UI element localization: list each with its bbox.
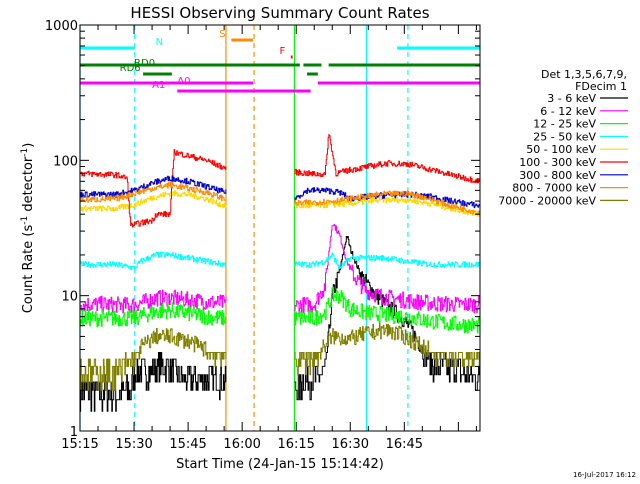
flag-bar-rd0: RD0: [80, 58, 480, 69]
series-50-100-kev: [80, 190, 480, 217]
legend-label: 6 - 12 keV: [540, 105, 596, 118]
series-line: [294, 224, 480, 314]
series-6-12-kev: [80, 224, 480, 314]
series-line: [80, 328, 227, 391]
legend-header-line: FDecim 1: [575, 80, 627, 93]
series-7000-20000-kev: [80, 322, 480, 391]
series-line: [80, 181, 227, 203]
legend-label: 3 - 6 keV: [547, 92, 596, 105]
series-12-25-kev: [80, 287, 480, 334]
flag-bar-n: N: [80, 37, 480, 50]
x-axis-label: Start Time (24-Jan-15 15:14:42): [176, 457, 384, 472]
flag-bar-a0: A0: [80, 76, 480, 87]
legend-header-line: Det 1,3,5,6,7,9,: [541, 68, 627, 81]
series-line: [80, 251, 227, 270]
x-tick-label: 15:45: [169, 437, 206, 452]
plot-frame: [79, 24, 481, 432]
flag-bar-label: S: [219, 29, 225, 40]
series-line: [80, 175, 227, 198]
series-line: [80, 190, 227, 212]
x-axis: 15:15 15:30 15:45 16:00 16:15 16:30 16:45: [61, 25, 477, 452]
flag-bar-s: S: [219, 29, 253, 42]
legend-label: 7000 - 20000 keV: [498, 194, 596, 207]
flag-bar-label: A0: [177, 76, 190, 87]
legend-label: 100 - 300 keV: [519, 156, 596, 169]
x-tick-label: 15:30: [115, 437, 152, 452]
legend-label: 12 - 25 keV: [533, 118, 596, 131]
series-line: [80, 352, 227, 412]
y-tick-label: 100: [53, 154, 78, 169]
series-line: [294, 252, 480, 269]
series-line: [80, 289, 227, 314]
y-axis-label-sup2: -1: [20, 148, 30, 157]
flag-bar-label: A1: [152, 80, 165, 91]
y-tick-label: 1000: [45, 19, 78, 34]
x-tick-label: 16:45: [386, 437, 423, 452]
x-tick-label: 16:00: [223, 437, 260, 452]
x-tick-label: 15:15: [61, 437, 98, 452]
series-line: [294, 322, 480, 376]
series-line: [294, 287, 480, 334]
flag-bar-rd6: RD6: [120, 63, 318, 76]
y-tick-label: 1: [70, 425, 78, 440]
series-800-7000-kev: [80, 181, 480, 215]
y-axis-label-main: Count Rate (s: [21, 225, 36, 314]
flag-bar-a1: A1: [152, 80, 311, 93]
series-100-300-kev: [80, 134, 480, 228]
legend-label: 50 - 100 keV: [526, 143, 596, 156]
series-line: [294, 196, 480, 217]
legend-label: 300 - 800 keV: [519, 169, 596, 182]
series-25-50-kev: [80, 251, 480, 270]
series-line: [80, 302, 227, 328]
x-tick-label: 16:30: [332, 437, 369, 452]
series-line: [294, 134, 480, 184]
date-stamp: 16-Jul-2017 16:12: [573, 471, 636, 479]
y-axis-label-end: ): [21, 143, 36, 148]
flag-bar-label: RD0: [134, 58, 155, 69]
y-tick-label: 10: [61, 290, 78, 305]
chart-title: HESSI Observing Summary Count Rates: [130, 4, 429, 22]
flag-bar-f: F: [279, 46, 293, 59]
flag-bar-label: F: [279, 46, 285, 57]
series-line: [294, 190, 480, 215]
flag-bar-label: N: [156, 37, 163, 48]
y-axis: 1 10 100 1000: [45, 19, 480, 440]
legend-label: 800 - 7000 keV: [512, 182, 596, 195]
y-axis-label: Count Rate (s-1 detector-1): [20, 143, 36, 314]
y-axis-label-mid: detector: [21, 156, 36, 216]
series-line: [80, 149, 227, 228]
flag-bar-label: RD6: [120, 63, 141, 74]
x-tick-label: 16:15: [277, 437, 314, 452]
legend-label: 25 - 50 keV: [533, 130, 596, 143]
y-axis-label-sup1: -1: [20, 216, 30, 225]
